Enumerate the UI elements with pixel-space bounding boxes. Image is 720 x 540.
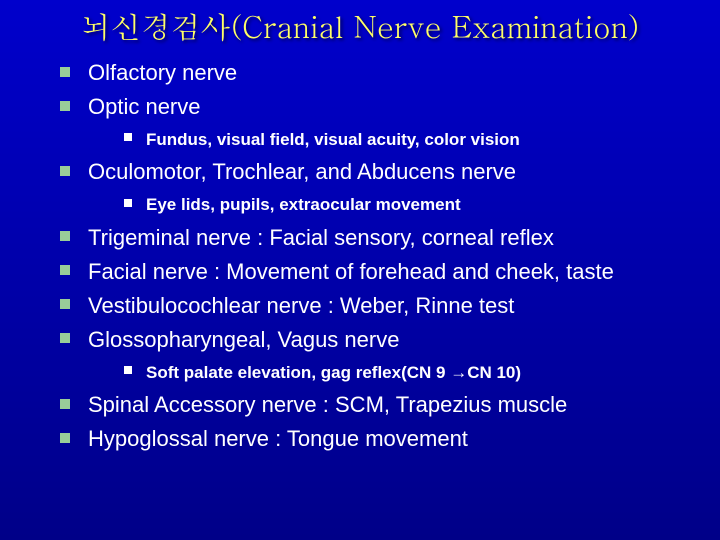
sub-list: Fundus, visual field, visual acuity, col… bbox=[88, 126, 700, 153]
item-text: Oculomotor, Trochlear, and Abducens nerv… bbox=[88, 159, 516, 184]
sub-list-item: Fundus, visual field, visual acuity, col… bbox=[124, 126, 700, 153]
sub-list: Soft palate elevation, gag reflex(CN 9 →… bbox=[88, 359, 700, 386]
sub-list: Eye lids, pupils, extraocular movement bbox=[88, 191, 700, 218]
slide-title: 뇌신경검사(Cranial Nerve Examination) bbox=[20, 8, 700, 44]
item-text: Spinal Accessory nerve : SCM, Trapezius … bbox=[88, 392, 567, 417]
list-item: Oculomotor, Trochlear, and Abducens nerv… bbox=[60, 155, 700, 218]
list-item: Vestibulocochlear nerve : Weber, Rinne t… bbox=[60, 289, 700, 323]
sub-list-item: Soft palate elevation, gag reflex(CN 9 →… bbox=[124, 359, 700, 386]
bullet-list: Olfactory nerve Optic nerve Fundus, visu… bbox=[20, 56, 700, 456]
list-item: Optic nerve Fundus, visual field, visual… bbox=[60, 90, 700, 153]
list-item: Glossopharyngeal, Vagus nerve Soft palat… bbox=[60, 323, 700, 386]
list-item: Olfactory nerve bbox=[60, 56, 700, 90]
sub-item-text: Soft palate elevation, gag reflex(CN 9 →… bbox=[146, 363, 521, 382]
list-item: Trigeminal nerve : Facial sensory, corne… bbox=[60, 221, 700, 255]
item-text: Glossopharyngeal, Vagus nerve bbox=[88, 327, 399, 352]
sub-list-item: Eye lids, pupils, extraocular movement bbox=[124, 191, 700, 218]
item-text: Facial nerve : Movement of forehead and … bbox=[88, 259, 614, 284]
item-text: Optic nerve bbox=[88, 94, 201, 119]
item-text: Hypoglossal nerve : Tongue movement bbox=[88, 426, 468, 451]
list-item: Facial nerve : Movement of forehead and … bbox=[60, 255, 700, 289]
item-text: Trigeminal nerve : Facial sensory, corne… bbox=[88, 225, 554, 250]
list-item: Spinal Accessory nerve : SCM, Trapezius … bbox=[60, 388, 700, 422]
item-text: Olfactory nerve bbox=[88, 60, 237, 85]
sub-item-text: Eye lids, pupils, extraocular movement bbox=[146, 195, 461, 214]
slide: 뇌신경검사(Cranial Nerve Examination) Olfacto… bbox=[0, 0, 720, 540]
list-item: Hypoglossal nerve : Tongue movement bbox=[60, 422, 700, 456]
item-text: Vestibulocochlear nerve : Weber, Rinne t… bbox=[88, 293, 514, 318]
sub-item-text: Fundus, visual field, visual acuity, col… bbox=[146, 130, 520, 149]
